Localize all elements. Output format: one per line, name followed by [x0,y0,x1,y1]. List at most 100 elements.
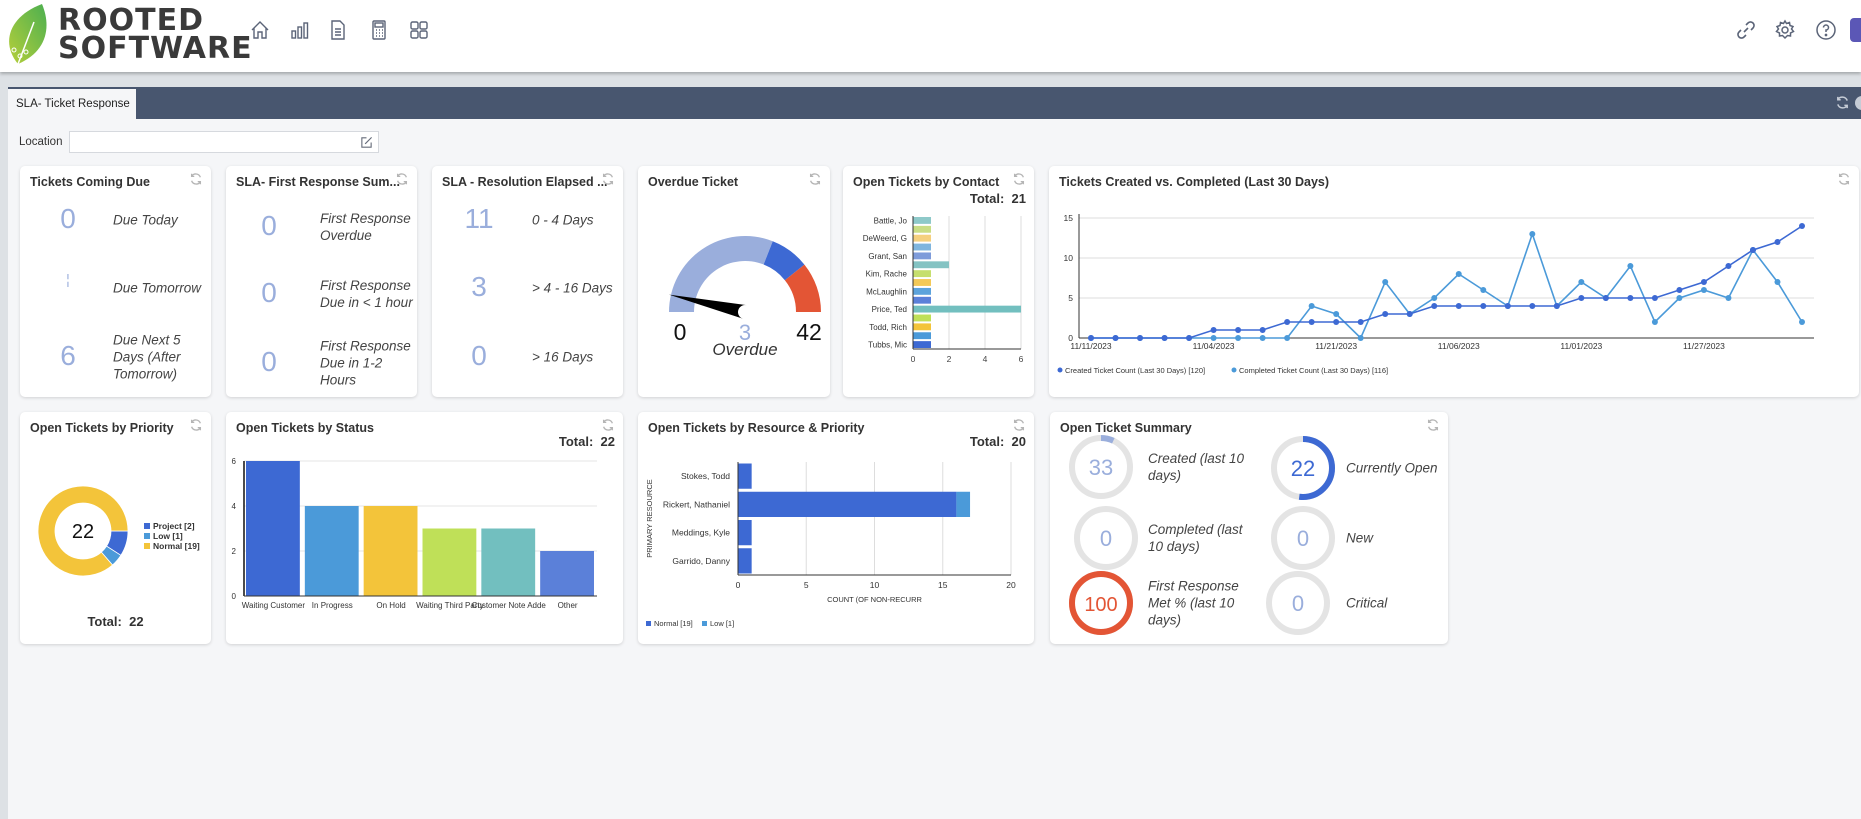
open-tickets-by-resource-card: Open Tickets by Resource & Priority Tota… [638,412,1034,644]
x-category-label: Other [558,601,578,610]
kpi-value: ¦ [66,271,70,287]
kpi-value: 3 [471,271,487,302]
gear-icon[interactable] [1774,19,1796,41]
card-title: SLA- First Response Sum... [236,175,400,189]
y-category-label: McLaughlin [866,287,907,296]
bar-segment [738,520,752,546]
gauge-max-label: 42 [796,319,822,345]
refresh-icon[interactable] [1426,418,1440,432]
kpi-label: First Response Due in 1-2 Hours [320,338,411,388]
grid-icon[interactable] [408,19,430,41]
gauge-band [763,241,805,281]
gauge-min-label: 0 [674,319,687,345]
total-readout: Total: 21 [970,191,1026,206]
logo[interactable]: ROOTED SOFTWARE [6,2,252,68]
legend-label: Normal [19] [654,619,693,628]
more-options-icon[interactable] [1855,96,1861,110]
data-point [1357,335,1364,341]
summary-ring: 22 [1271,436,1335,500]
total-label: Total: [87,614,122,629]
bar [913,314,931,322]
edit-icon[interactable] [360,136,373,149]
data-point [1186,335,1193,341]
total-readout: Total: 22 [20,614,211,629]
top-header: ROOTED SOFTWARE [0,0,1861,72]
refresh-icon[interactable] [1012,172,1026,186]
x-tick-label: 6 [1019,354,1024,364]
tab-sla-ticket-response[interactable]: SLA- Ticket Response [8,89,136,119]
bar-chart-icon[interactable] [289,19,311,41]
y-category-label: Price, Ted [872,305,907,314]
data-point [1259,335,1266,341]
data-point [1799,319,1805,325]
help-icon[interactable] [1815,19,1837,41]
data-point [1284,319,1291,325]
y-tick-label: 0 [232,592,237,601]
refresh-icon[interactable] [601,418,615,432]
data-point [1676,295,1683,301]
refresh-icon[interactable] [189,172,203,186]
data-point [1529,231,1536,237]
gauge-needle [668,294,747,319]
summary-label: First Response Met % (last 10 days) [1148,578,1239,628]
data-point [1676,287,1683,293]
summary-label: Currently Open [1346,460,1438,476]
data-point [1284,335,1291,341]
y-tick-label: 0 [1068,333,1073,343]
refresh-icon[interactable] [395,172,409,186]
x-tick-label: 2 [947,354,952,364]
priority-donut-chart: Project [2]Low [1]Normal [19] 22 [37,485,200,577]
refresh-icon[interactable] [808,172,822,186]
card-title: Open Tickets by Priority [30,421,174,435]
logo-text-rooted: ROOTED [58,3,204,38]
x-tick-label: 0 [736,580,741,590]
user-avatar[interactable] [1850,18,1861,42]
refresh-all-icon[interactable] [1835,95,1850,110]
refresh-icon[interactable] [601,172,615,186]
refresh-icon[interactable] [189,418,203,432]
total-label: Total: [969,191,1005,206]
link-icon[interactable] [1735,19,1757,41]
y-category-label: Stokes, Todd [681,471,730,481]
data-point [1382,311,1389,317]
document-icon[interactable] [327,19,349,41]
kpi-label: > 4 - 16 Days [532,280,613,296]
y-category-label: Todd, Rich [869,323,907,332]
y-tick-label: 4 [232,502,237,511]
open-ticket-summary-card: Open Ticket Summary 33 Created (last 10 d… [1050,412,1448,644]
refresh-icon[interactable] [1837,172,1851,186]
y-category-label: Tubbs, Mic [868,341,907,350]
kpi-label: First Response Due in < 1 hour [320,278,413,310]
bar-segment [738,491,957,517]
legend-marker [1231,367,1237,373]
data-point [1431,295,1438,301]
total-value: 20 [1011,434,1026,449]
bar [913,323,931,331]
location-input[interactable] [69,131,379,153]
kpi-value: 0 [471,340,487,371]
calculator-icon[interactable] [368,19,390,41]
data-point [1333,311,1340,317]
ring-track [1271,506,1335,570]
y-tick-label: 5 [1068,293,1073,303]
summary-ring: 0 [1266,571,1330,635]
x-tick-label: 11/06/2023 [1438,341,1480,351]
summary-label: Completed (last 10 days) [1148,522,1243,554]
data-point [1382,279,1389,285]
data-point [1774,239,1781,245]
refresh-icon[interactable] [1012,418,1026,432]
y-tick-label: 2 [232,547,237,556]
x-tick-label: 11/27/2023 [1683,341,1725,351]
bar [913,287,931,295]
data-point [1480,287,1487,293]
home-icon[interactable] [249,19,271,41]
total-value: 21 [1011,191,1026,206]
x-tick-label: 10 [870,580,880,590]
bar [540,551,594,596]
x-tick-label: 20 [1006,580,1016,590]
y-tick-label: 6 [232,457,237,466]
x-tick-label: 4 [983,354,988,364]
bar [913,243,931,251]
created-vs-completed-card: Tickets Created vs. Completed (Last 30 D… [1049,166,1859,397]
ring-value: 0 [1297,526,1309,551]
